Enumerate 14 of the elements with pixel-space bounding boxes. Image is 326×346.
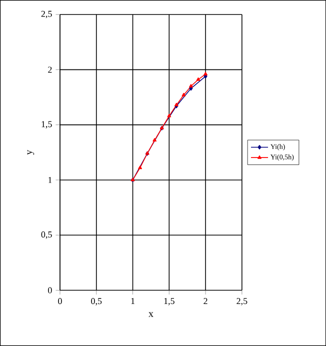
y-tick-label: 0	[48, 287, 52, 294]
x-axis-title: x	[148, 312, 154, 317]
x-tick-label: 2	[204, 298, 208, 304]
y-tick-label: 2,5	[41, 10, 52, 18]
x-tick-label: 0	[58, 298, 62, 304]
y-tick-label: 0,5	[41, 231, 52, 239]
x-tick-label: 2,5	[236, 298, 248, 306]
x-tick-label: 1	[131, 298, 134, 304]
y-tick-label: 2	[48, 66, 52, 73]
x-tick-label: 1,5	[164, 298, 174, 306]
y-axis-title: y	[27, 150, 34, 155]
y-tick-label: 1,5	[42, 121, 52, 128]
x-tick-label: 0,5	[91, 298, 102, 306]
y-tick-label: 1	[48, 176, 52, 183]
